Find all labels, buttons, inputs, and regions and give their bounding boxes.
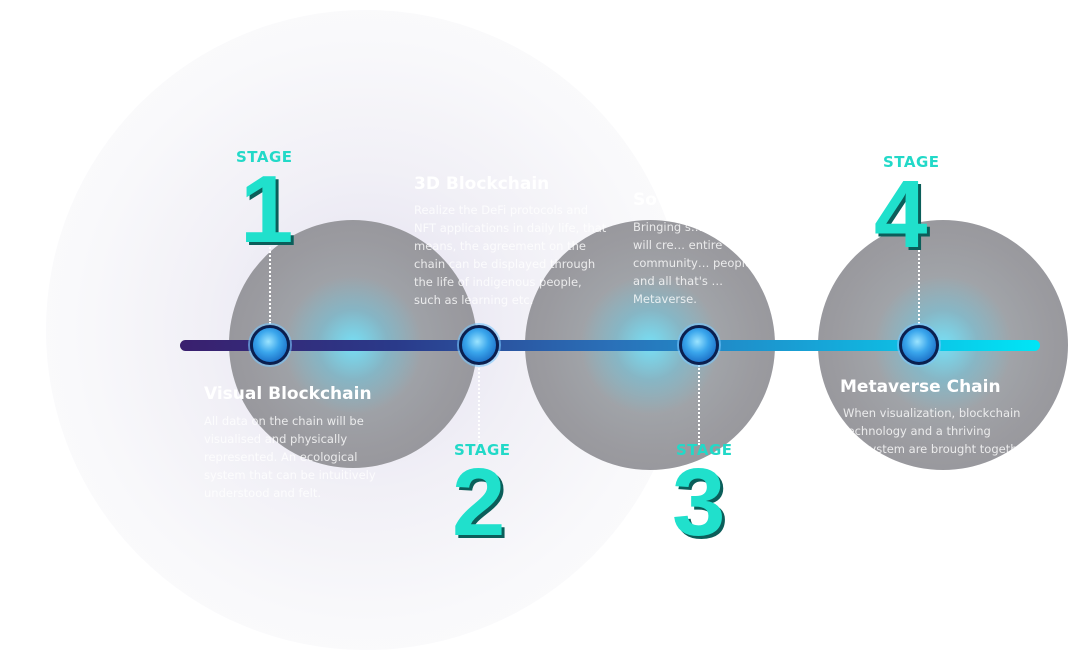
stage-3-description: Bringing s… together will cre… entire co… [633, 220, 756, 306]
stage-2-node[interactable] [459, 325, 499, 365]
stage-4-description: When visualization, blockchain technolog… [843, 406, 1033, 474]
stage-3-connector [698, 365, 700, 445]
stage-1-label: STAGE [236, 148, 293, 166]
stage-2-label: STAGE [454, 441, 511, 459]
stage-3-label: STAGE [676, 441, 733, 459]
stage-2-title: 3D Blockchain [414, 174, 550, 194]
stage-3-title: So [633, 190, 657, 210]
stage-4-title: Metaverse Chain [840, 377, 1001, 397]
stage-4-node[interactable] [899, 325, 939, 365]
stage-3-number: 3 [672, 449, 726, 556]
stage-1-node[interactable] [250, 325, 290, 365]
stage-1-description: All data on the chain will be visualised… [204, 414, 376, 500]
stage-2-connector [478, 365, 480, 445]
stage-2-description: Realize the DeFi protocols and NFT appli… [414, 203, 607, 307]
stage-2-number: 2 [452, 449, 506, 556]
stage-4-number: 4 [874, 161, 928, 268]
stage-1-connector [269, 240, 271, 324]
timeline-line [180, 340, 1040, 351]
stage-4-connector [918, 250, 920, 324]
stage-3-node[interactable] [679, 325, 719, 365]
stage-1-title: Visual Blockchain [204, 384, 372, 404]
stage-1-number: 1 [240, 156, 294, 263]
stage-4-label: STAGE [883, 153, 940, 171]
